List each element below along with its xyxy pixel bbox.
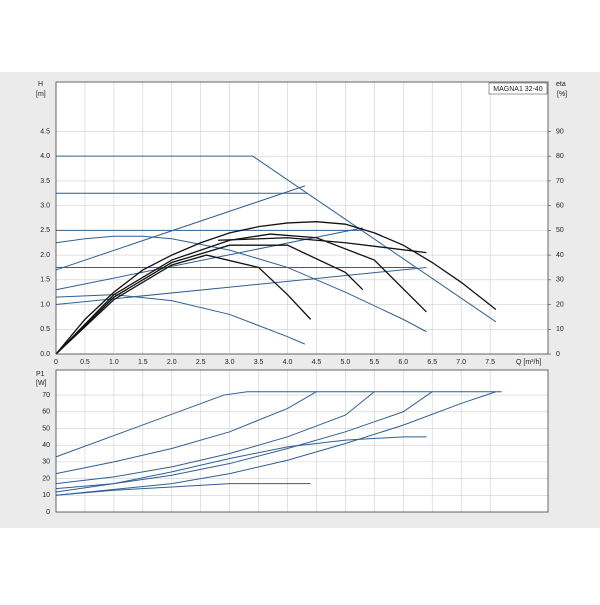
- curve: [218, 237, 427, 254]
- frame: [55, 81, 549, 355]
- curve: [55, 391, 375, 485]
- x-label: Q [m³/h]: [516, 359, 541, 366]
- plot-area-bottom: [56, 370, 548, 512]
- y-unit: [m]: [36, 91, 46, 98]
- curve: [55, 254, 312, 355]
- curve: [55, 221, 497, 355]
- plots: 0 0.5 1.0 1.5 2.0 2.5 3.0 3.5 4.0 4.5 5.0 5.5 6.0 6.5…: [40, 82, 564, 516]
- x-tick-label: 4.5: [312, 359, 322, 366]
- frame: [55, 369, 549, 513]
- model-label: MAGNA1 32-40: [493, 86, 543, 93]
- y2-tick-label: 90: [556, 128, 564, 135]
- x-tick-label: 6.5: [427, 359, 437, 366]
- y2-label: eta: [556, 81, 566, 88]
- y-tick-label: 70: [42, 392, 50, 399]
- y-tick-label: 30: [42, 459, 50, 466]
- curve: [55, 233, 427, 355]
- x-tick-label: 3.5: [254, 359, 264, 366]
- y-tick-label: 0: [46, 509, 50, 516]
- curve: [55, 294, 306, 345]
- x-tick-label: 3.0: [225, 359, 235, 366]
- x-tick-label: 0: [54, 359, 58, 366]
- y2-tick-label: 10: [556, 326, 564, 333]
- y-unit: [W]: [36, 380, 47, 387]
- y-tick-label: 40: [42, 442, 50, 449]
- y-tick-label: 3.5: [40, 178, 50, 185]
- y-tick-label: 4.0: [40, 153, 50, 160]
- y2-tick-label: 0: [556, 351, 560, 358]
- y-label: H: [38, 81, 43, 88]
- y-tick-label: 20: [42, 475, 50, 482]
- x-tick-label: 2.5: [196, 359, 206, 366]
- y-label: P1: [36, 371, 45, 378]
- y-tick-label: 1.5: [40, 277, 50, 284]
- y-tick-label: 1.0: [40, 301, 50, 308]
- curve: [55, 266, 427, 306]
- x-tick-label: 6.0: [398, 359, 408, 366]
- curve: [55, 227, 363, 291]
- y-tick-label: 50: [42, 425, 50, 432]
- x-tick-label: 2.0: [167, 359, 177, 366]
- x-tick-label: 1.5: [138, 359, 148, 366]
- plot-area-top: [56, 82, 548, 354]
- y2-tick-label: 60: [556, 202, 564, 209]
- curve: [55, 185, 306, 271]
- x-tick-label: 7.0: [456, 359, 466, 366]
- curve: [55, 483, 311, 496]
- curve: [55, 244, 364, 355]
- y-tick-label: 2.5: [40, 227, 50, 234]
- y-tick-label: 3.0: [40, 202, 50, 209]
- x-tick-label: 7.5: [485, 359, 495, 366]
- x-tick-label: 0.5: [80, 359, 90, 366]
- model-box: [488, 82, 548, 95]
- y-tick-label: 60: [42, 409, 50, 416]
- y-tick-label: 2.0: [40, 252, 50, 259]
- y2-unit: [%]: [557, 91, 567, 98]
- curve: [55, 391, 497, 496]
- y2-tick-label: 40: [556, 252, 564, 259]
- y2-tick-label: 30: [556, 277, 564, 284]
- y-tick-label: 0.0: [40, 351, 50, 358]
- x-tick-label: 4.0: [283, 359, 293, 366]
- y-tick-label: 4.5: [40, 128, 50, 135]
- curve: [55, 436, 427, 493]
- y2-tick-label: 80: [556, 153, 564, 160]
- y-tick-label: 0.5: [40, 326, 50, 333]
- curve: [55, 391, 317, 475]
- y2-tick-label: 20: [556, 301, 564, 308]
- curve: [55, 235, 427, 333]
- y2-tick-label: 50: [556, 227, 564, 234]
- curve: [55, 391, 433, 490]
- y-tick-label: 10: [42, 492, 50, 499]
- x-tick-label: 5.0: [341, 359, 351, 366]
- x-tick-label: 1.0: [109, 359, 119, 366]
- curve: [56, 155, 497, 323]
- y2-tick-label: 70: [556, 178, 564, 185]
- x-tick-label: 5.5: [369, 359, 379, 366]
